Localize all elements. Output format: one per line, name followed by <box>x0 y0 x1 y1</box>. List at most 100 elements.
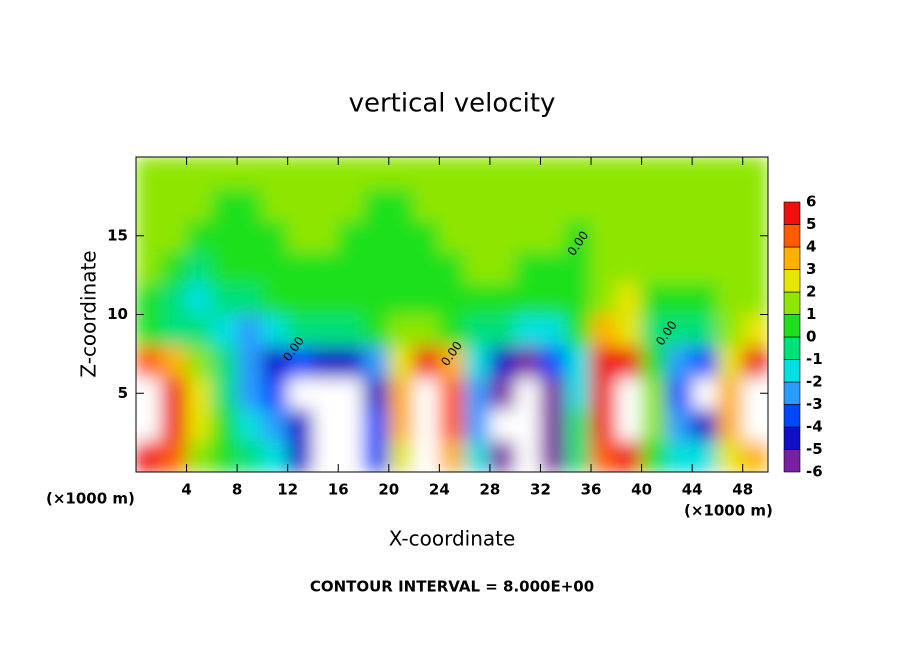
field-cell <box>287 408 314 441</box>
field-cell <box>236 157 263 189</box>
field-cell <box>464 408 491 441</box>
field-cell <box>590 408 617 441</box>
field-cell <box>388 314 415 347</box>
field-cell <box>287 251 314 284</box>
field-cell <box>691 408 718 441</box>
x-tick-label: 8 <box>232 481 242 499</box>
field-cell <box>716 314 744 347</box>
x-unit-label: (×1000 m) <box>684 502 773 520</box>
field-cell <box>136 251 162 284</box>
colorbar-box <box>783 201 801 225</box>
field-cell <box>539 188 567 221</box>
field-cell <box>742 345 768 378</box>
field-cell <box>641 408 668 441</box>
field-cell <box>514 408 541 441</box>
field-cell <box>615 188 643 221</box>
field <box>136 157 768 472</box>
field-cell <box>666 282 693 315</box>
field-cell <box>565 345 592 378</box>
field-cell <box>514 377 541 410</box>
field-cell <box>236 408 263 441</box>
field-cell <box>666 408 693 441</box>
field-cell <box>363 345 390 378</box>
field-cell <box>261 219 289 252</box>
field-cell <box>363 440 390 472</box>
field-cell <box>388 251 415 284</box>
field-cell <box>186 251 213 284</box>
field-cell <box>312 251 339 284</box>
field-cell <box>641 282 668 315</box>
field-cell <box>186 282 213 315</box>
field-cell <box>464 188 491 221</box>
field-cell <box>413 345 440 378</box>
field-cell <box>136 408 162 441</box>
colorbar-label: 4 <box>806 238 816 256</box>
field-cell <box>666 188 693 221</box>
colorbar-label: -1 <box>806 350 823 368</box>
colorbar-label: -6 <box>806 463 823 481</box>
field-cell <box>160 377 188 410</box>
field-cell <box>716 219 744 252</box>
field-cell <box>388 408 415 441</box>
field-cell <box>514 282 541 315</box>
field-cell <box>211 219 238 252</box>
colorbar-box <box>783 381 801 405</box>
field-cell <box>438 408 466 441</box>
field-cell <box>413 157 440 189</box>
field-cell <box>590 188 617 221</box>
field-cell <box>666 314 693 347</box>
field-cell <box>186 188 213 221</box>
field-cell <box>641 188 668 221</box>
field-cell <box>413 188 440 221</box>
field-cell <box>287 282 314 315</box>
colorbar-box <box>783 314 801 338</box>
field-cell <box>236 251 263 284</box>
field-cell <box>641 251 668 284</box>
x-tick-label: 24 <box>429 481 450 499</box>
field-cell <box>489 282 516 315</box>
field-cell <box>539 251 567 284</box>
field-cell <box>615 282 643 315</box>
field-cell <box>615 314 643 347</box>
field-cell <box>261 377 289 410</box>
field-cell <box>261 282 289 315</box>
field-cell <box>261 188 289 221</box>
colorbar-label: -4 <box>806 418 823 436</box>
field-cell <box>136 188 162 221</box>
field-cell <box>590 377 617 410</box>
field-cell <box>363 188 390 221</box>
plot-area <box>136 157 768 472</box>
field-cell <box>742 314 768 347</box>
field-cell <box>716 377 744 410</box>
field-cell <box>489 219 516 252</box>
field-cell <box>641 377 668 410</box>
field-cell <box>211 345 238 378</box>
field-cell <box>615 345 643 378</box>
field-cell <box>742 408 768 441</box>
field-cell <box>211 377 238 410</box>
field-cell <box>337 345 365 378</box>
field-cell <box>641 345 668 378</box>
field-cell <box>691 345 718 378</box>
field-cell <box>287 188 314 221</box>
field-cell <box>514 157 541 189</box>
field-cell <box>287 157 314 189</box>
field-cell <box>666 345 693 378</box>
field-cell <box>539 282 567 315</box>
field-cell <box>590 157 617 189</box>
field-cell <box>236 314 263 347</box>
field-cell <box>716 188 744 221</box>
field-cell <box>136 314 162 347</box>
field-cell <box>211 282 238 315</box>
field-cell <box>312 282 339 315</box>
y-axis-label: Z-coordinate <box>77 250 101 377</box>
field-cell <box>413 219 440 252</box>
x-tick-label: 44 <box>682 481 703 499</box>
field-cell <box>388 157 415 189</box>
field-cell <box>312 408 339 441</box>
x-tick-label: 36 <box>581 481 602 499</box>
x-tick-label: 20 <box>378 481 399 499</box>
field-cell <box>539 377 567 410</box>
field-cell <box>186 314 213 347</box>
